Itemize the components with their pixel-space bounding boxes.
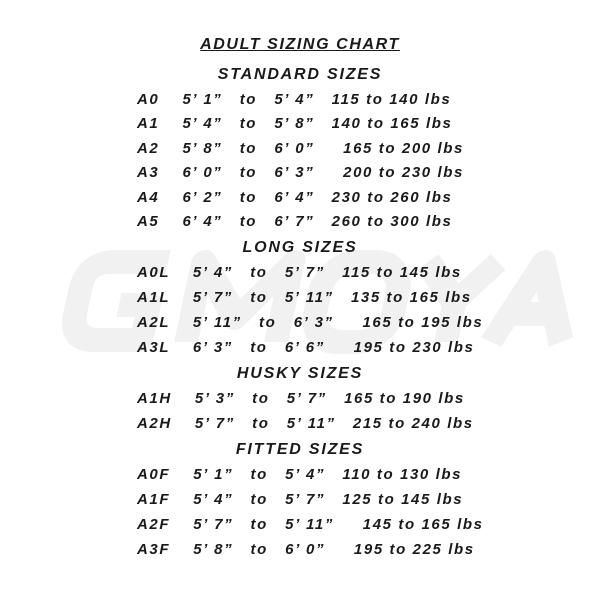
size-row: A0 5’ 1” to 5’ 4” 115 to 140 lbs bbox=[137, 91, 452, 108]
size-row: A0L 5’ 4” to 5’ 7” 115 to 145 lbs bbox=[137, 264, 462, 281]
section-heading-fitted: FITTED SIZES bbox=[235, 441, 365, 458]
section-heading-standard: STANDARD SIZES bbox=[217, 66, 383, 83]
size-row: A3F 5’ 8” to 6’ 0” 195 to 225 lbs bbox=[137, 541, 475, 558]
size-row: A0F 5’ 1” to 5’ 4” 110 to 130 lbs bbox=[137, 466, 463, 483]
size-row: A1L 5’ 7” to 5’ 11” 135 to 165 lbs bbox=[137, 289, 472, 306]
size-row: A4 6’ 2” to 6’ 4” 230 to 260 lbs bbox=[137, 189, 453, 206]
section-heading-long: LONG SIZES bbox=[242, 239, 358, 256]
size-row: A2F 5’ 7” to 5’ 11” 145 to 165 lbs bbox=[137, 516, 484, 533]
size-row: A2L 5’ 11” to 6’ 3” 165 to 195 lbs bbox=[137, 314, 484, 331]
size-row: A3 6’ 0” to 6’ 3” 200 to 230 lbs bbox=[137, 164, 464, 181]
page-title: ADULT SIZING CHART bbox=[200, 36, 400, 53]
size-row: A1H 5’ 3” to 5’ 7” 165 to 190 lbs bbox=[137, 390, 465, 407]
size-row: A1 5’ 4” to 5’ 8” 140 to 165 lbs bbox=[137, 115, 453, 132]
size-row: A1F 5’ 4” to 5’ 7” 125 to 145 lbs bbox=[137, 491, 464, 508]
size-row: A3L 6’ 3” to 6’ 6” 195 to 230 lbs bbox=[137, 339, 475, 356]
size-row: A2 5’ 8” to 6’ 0” 165 to 200 lbs bbox=[137, 140, 464, 157]
section-heading-husky: HUSKY SIZES bbox=[236, 365, 364, 382]
size-row: A5 6’ 4” to 6’ 7” 260 to 300 lbs bbox=[137, 213, 453, 230]
size-row: A2H 5’ 7” to 5’ 11” 215 to 240 lbs bbox=[137, 415, 474, 432]
